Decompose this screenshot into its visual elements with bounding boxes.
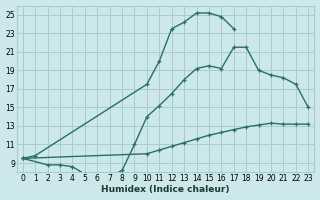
X-axis label: Humidex (Indice chaleur): Humidex (Indice chaleur) [101, 185, 230, 194]
